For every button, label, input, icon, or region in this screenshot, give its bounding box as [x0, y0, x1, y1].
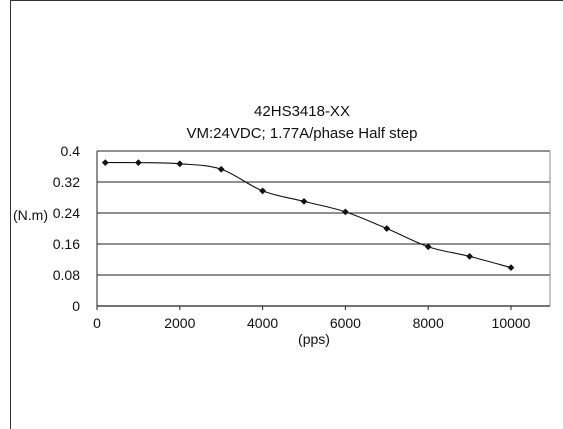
x-tick-label: 2000 — [164, 315, 195, 331]
chart-frame — [10, 0, 563, 429]
y-tick-label: 0.16 — [53, 236, 80, 252]
y-tick-label: 0.32 — [53, 174, 80, 190]
y-axis-label: (N.m) — [13, 207, 48, 223]
data-point-marker — [300, 197, 308, 205]
y-tick-label: 0.4 — [61, 143, 81, 159]
data-point-marker — [259, 187, 266, 195]
chart-subtitle: VM:24VDC; 1.77A/phase Half step — [187, 125, 418, 142]
x-tick-label: 4000 — [247, 315, 278, 331]
data-point-marker — [176, 160, 184, 168]
series-line — [105, 161, 512, 269]
data-point-marker — [466, 253, 473, 260]
y-tick-label: 0 — [72, 298, 80, 314]
x-tick-label: 6000 — [330, 315, 361, 331]
data-point-marker — [383, 225, 391, 232]
x-tick-label: 8000 — [413, 315, 444, 331]
data-point-marker — [135, 159, 142, 167]
data-point-marker — [101, 159, 109, 167]
y-tick-label: 0.24 — [53, 205, 80, 221]
data-point-marker — [217, 165, 225, 173]
data-point-marker — [424, 243, 432, 251]
data-point-marker — [507, 264, 515, 272]
y-tick-label: 0.08 — [53, 267, 80, 283]
data-point-marker — [342, 208, 349, 216]
chart-title: 42HS3418-XX — [254, 103, 350, 120]
x-tick-label: 0 — [93, 315, 101, 331]
x-tick-label: 10000 — [492, 315, 531, 331]
x-axis-label: (pps) — [298, 331, 330, 347]
